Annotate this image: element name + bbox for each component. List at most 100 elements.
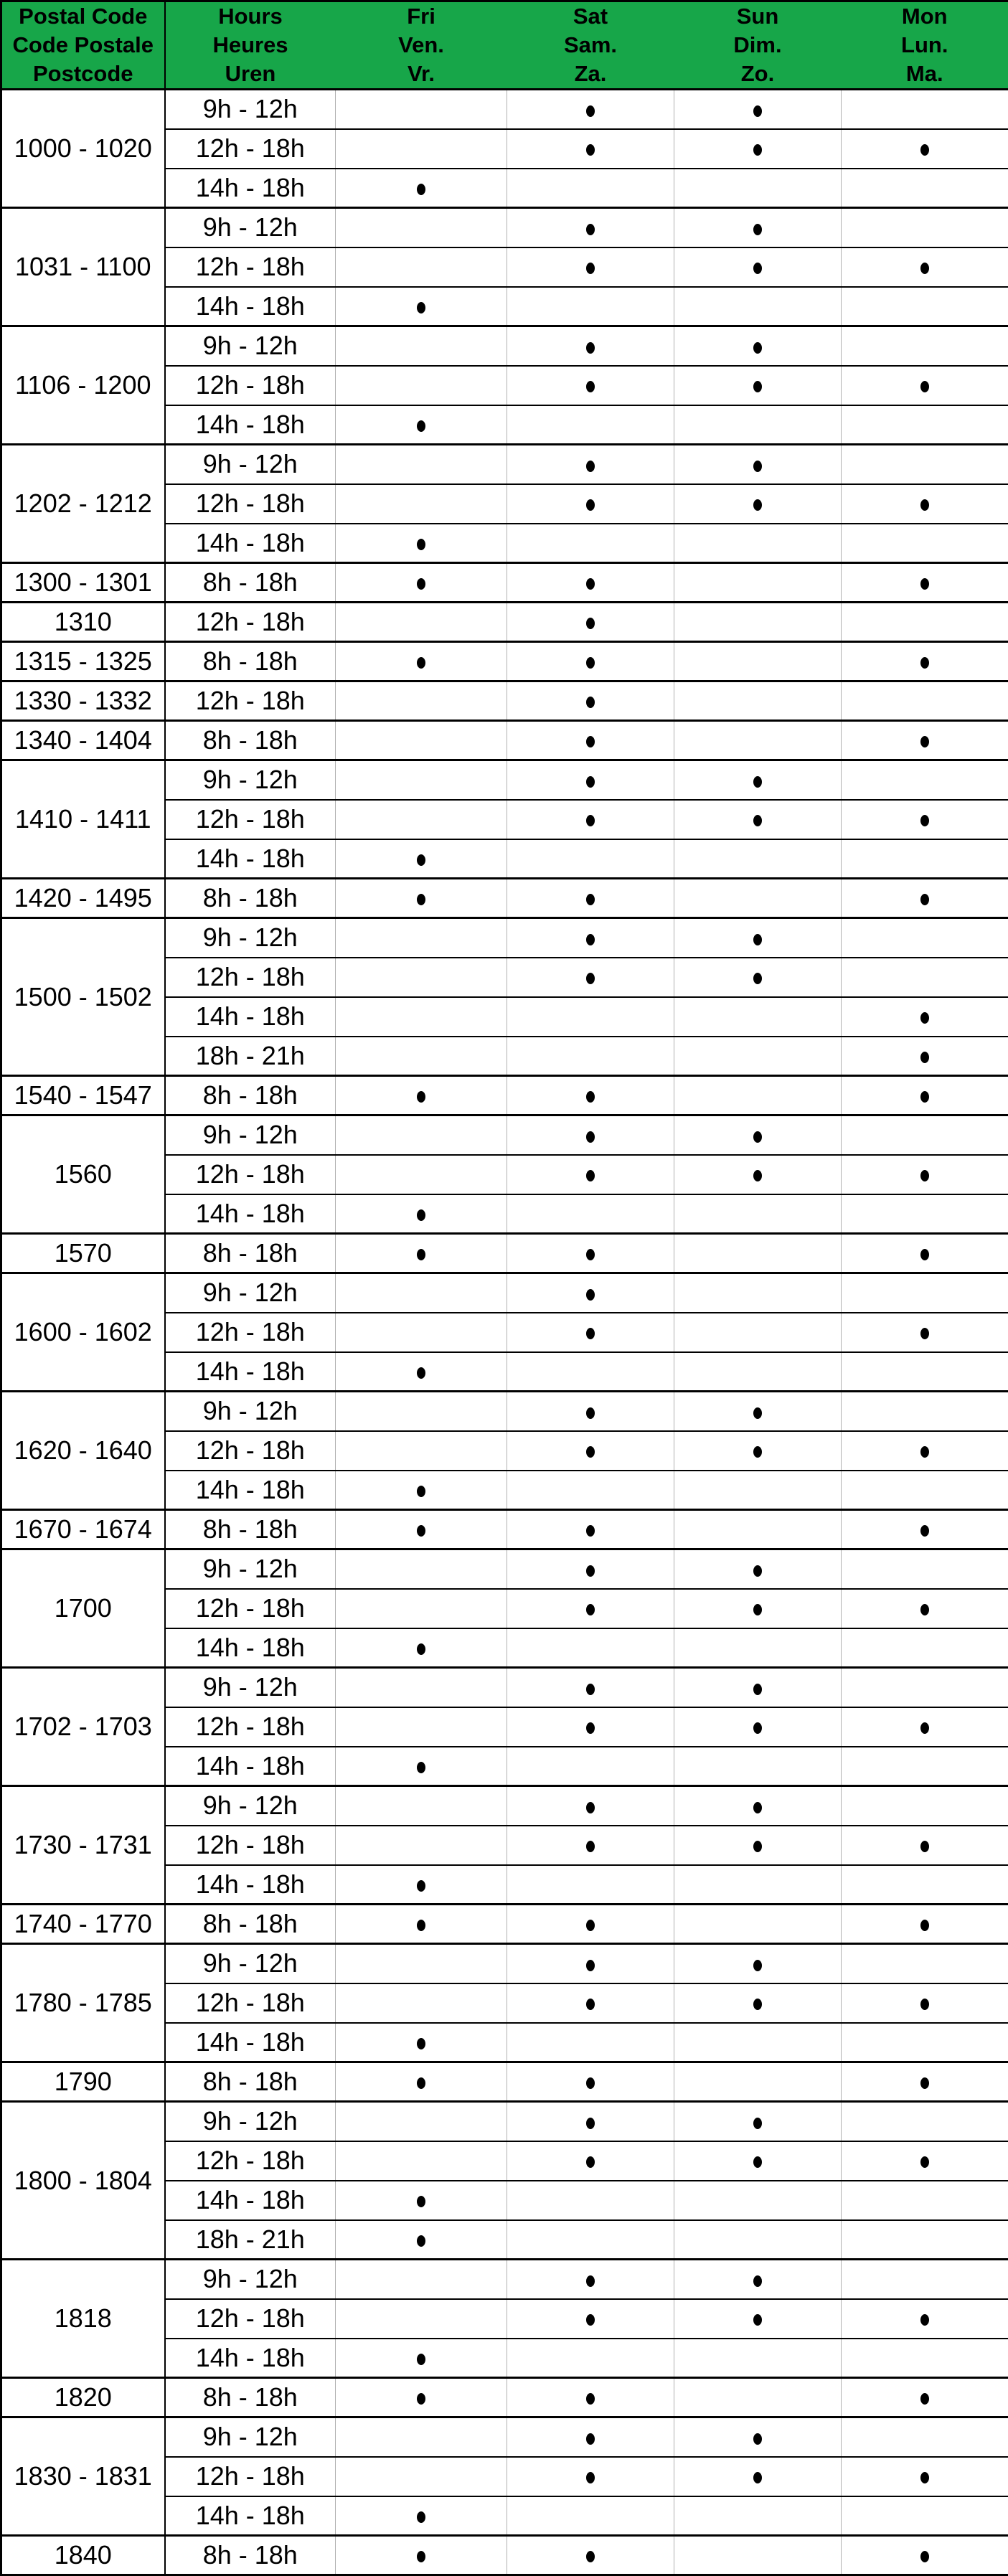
postal-range-cell: 1702 - 1703 [1, 1668, 165, 1786]
hours-cell: 18h - 21h [165, 1037, 336, 1076]
sun-availability-cell [674, 563, 842, 603]
hours-cell: 14h - 18h [165, 839, 336, 879]
sun-availability-cell [674, 879, 842, 918]
fri-availability-cell [336, 1037, 507, 1076]
postal-range-cell: 1830 - 1831 [1, 2417, 165, 2536]
mon-availability-cell [842, 642, 1008, 681]
sun-availability-cell [674, 1786, 842, 1826]
availability-dot [417, 2077, 425, 2089]
postal-range-cell: 1300 - 1301 [1, 563, 165, 603]
availability-dot [586, 1841, 595, 1852]
sun-availability-cell [674, 1549, 842, 1589]
availability-dot [417, 2196, 425, 2207]
fri-availability-cell [336, 1668, 507, 1707]
sun-availability-cell [674, 1944, 842, 1983]
sat-availability-cell [507, 1313, 674, 1352]
hours-cell: 8h - 18h [165, 721, 336, 760]
sun-availability-cell [674, 2102, 842, 2141]
sat-availability-cell [507, 721, 674, 760]
fri-availability-cell [336, 603, 507, 642]
postal-range-cell: 1780 - 1785 [1, 1944, 165, 2062]
hours-cell: 8h - 18h [165, 2062, 336, 2102]
sat-availability-cell [507, 1747, 674, 1786]
hours-cell: 8h - 18h [165, 642, 336, 681]
fri-availability-cell [336, 563, 507, 603]
postal-range-cell: 1670 - 1674 [1, 1510, 165, 1549]
mon-availability-cell [842, 2339, 1008, 2378]
postal-range-cell: 1340 - 1404 [1, 721, 165, 760]
availability-dot [753, 1170, 762, 1181]
fri-availability-cell [336, 484, 507, 524]
sun-availability-cell [674, 1471, 842, 1510]
availability-dot [753, 2156, 762, 2168]
sun-availability-cell [674, 1747, 842, 1786]
sun-availability-cell [674, 800, 842, 839]
fri-availability-cell [336, 1234, 507, 1273]
header-row: Postal Code Code Postale Postcode Hours … [1, 1, 1008, 90]
fri-availability-cell [336, 1707, 507, 1747]
sat-availability-cell [507, 2141, 674, 2181]
sun-availability-cell [674, 642, 842, 681]
availability-dot [920, 815, 929, 826]
mon-availability-cell [842, 2299, 1008, 2339]
availability-dot [417, 302, 425, 313]
hours-cell: 14h - 18h [165, 1471, 336, 1510]
hours-cell: 9h - 12h [165, 1549, 336, 1589]
postal-range-cell: 1560 [1, 1115, 165, 1234]
hours-cell: 8h - 18h [165, 2536, 336, 2575]
availability-dot [586, 1920, 595, 1931]
mon-availability-cell [842, 1155, 1008, 1194]
availability-dot [586, 2314, 595, 2326]
hours-cell: 9h - 12h [165, 2102, 336, 2141]
sun-availability-cell [674, 129, 842, 169]
mon-availability-cell [842, 1628, 1008, 1668]
postal-range-cell: 1106 - 1200 [1, 326, 165, 445]
fri-availability-cell [336, 1747, 507, 1786]
sat-availability-cell [507, 524, 674, 563]
mon-availability-cell [842, 208, 1008, 247]
availability-dot [753, 973, 762, 984]
postal-range-cell: 1620 - 1640 [1, 1392, 165, 1510]
availability-dot [586, 618, 595, 629]
availability-dot [920, 657, 929, 669]
hours-cell: 14h - 18h [165, 1865, 336, 1905]
hours-cell: 12h - 18h [165, 1431, 336, 1471]
hours-cell: 9h - 12h [165, 208, 336, 247]
sun-availability-cell [674, 405, 842, 445]
availability-dot [417, 1920, 425, 1931]
mon-availability-cell [842, 90, 1008, 129]
availability-dot [417, 1880, 425, 1892]
fri-availability-cell [336, 90, 507, 129]
postal-range-cell: 1730 - 1731 [1, 1786, 165, 1905]
sat-availability-cell [507, 247, 674, 287]
postal-range-cell: 1202 - 1212 [1, 445, 165, 563]
mon-availability-cell [842, 129, 1008, 169]
sat-availability-cell [507, 997, 674, 1037]
availability-dot [586, 657, 595, 669]
sun-availability-cell [674, 1510, 842, 1549]
sat-availability-cell [507, 681, 674, 721]
availability-dot [920, 1525, 929, 1537]
availability-dot [586, 1407, 595, 1419]
availability-dot [920, 1091, 929, 1103]
availability-dot [753, 1841, 762, 1852]
hours-cell: 9h - 12h [165, 2260, 336, 2299]
availability-dot [417, 1367, 425, 1379]
availability-dot [586, 1328, 595, 1339]
mon-availability-cell [842, 563, 1008, 603]
mon-availability-cell [842, 1549, 1008, 1589]
sat-availability-cell [507, 90, 674, 129]
header-hours: Hours Heures Uren [165, 1, 336, 90]
availability-dot [753, 461, 762, 472]
postal-range-cell: 1420 - 1495 [1, 879, 165, 918]
sat-availability-cell [507, 1076, 674, 1115]
hours-cell: 12h - 18h [165, 2141, 336, 2181]
sat-availability-cell [507, 2496, 674, 2536]
sun-availability-cell [674, 1983, 842, 2023]
